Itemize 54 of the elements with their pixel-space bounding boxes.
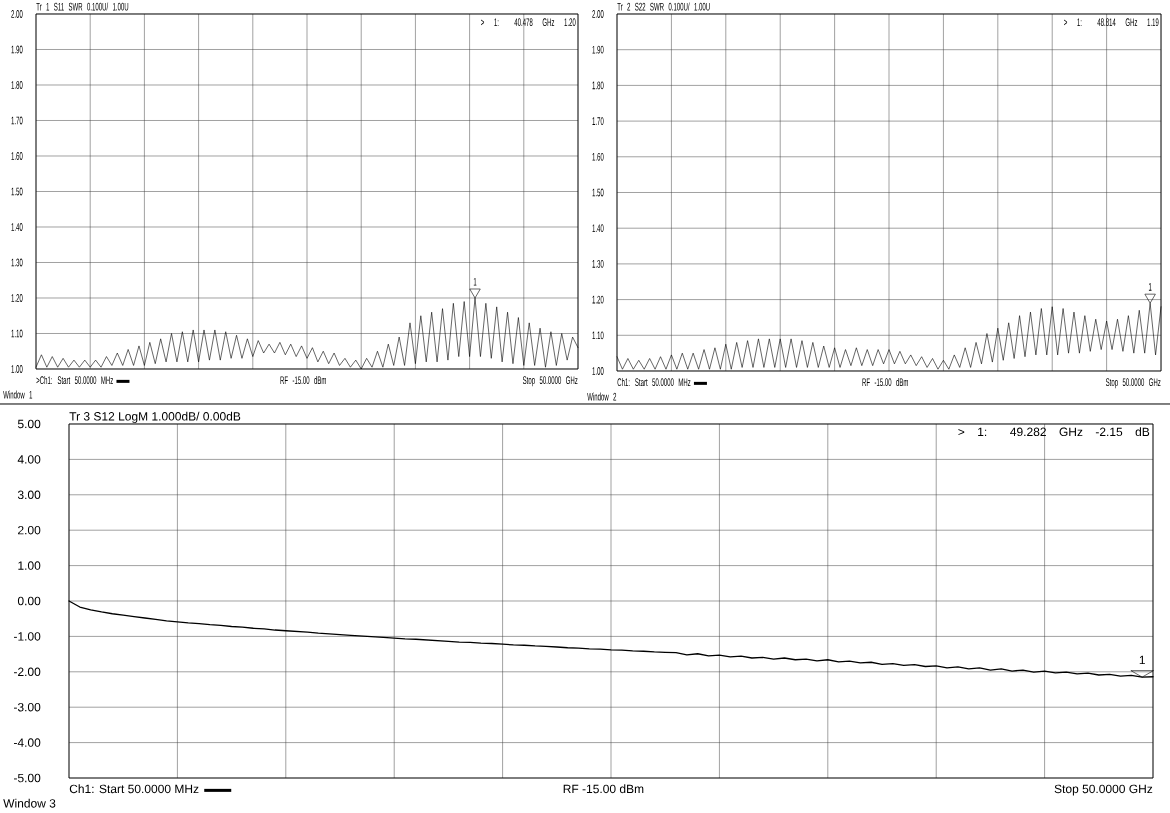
y-tick-label: 1.70 [592, 117, 604, 125]
y-tick-label: 1.70 [11, 116, 23, 125]
y-tick-label: 1.10 [11, 329, 23, 338]
y-tick-label: 1.40 [11, 223, 23, 231]
y-tick-label: -5.00 [13, 773, 41, 783]
y-tick-label: -1.00 [13, 632, 41, 641]
y-tick-label: 1.80 [592, 81, 604, 90]
y-tick-label: 1.50 [11, 187, 23, 196]
y-tick-label: 1.90 [11, 45, 23, 54]
y-tick-label: 1.80 [11, 81, 23, 89]
y-tick-label: 2.00 [11, 10, 23, 18]
y-tick-label: 1.00 [11, 365, 23, 373]
y-tick-label: 1.30 [592, 259, 604, 268]
annotation: > 1: 40.478 GHz 1.20 [481, 18, 576, 27]
y-tick-label: 1.50 [592, 188, 604, 197]
y-tick-label: 1.90 [592, 45, 604, 54]
text: >Ch1: Start 50.0000 MHz [36, 376, 113, 385]
y-tick-label: 1.20 [11, 294, 23, 302]
text: RF -15.00 dBm [862, 378, 908, 387]
y-tick-label: 3.00 [17, 490, 41, 500]
y-tick-label: 1.40 [592, 224, 604, 233]
annotation: > 1: 49.282 GHz -2.15 dB [958, 427, 1150, 437]
y-tick-label: -3.00 [13, 702, 41, 712]
annotation: 1 [1139, 655, 1145, 665]
y-tick-label: 1.20 [592, 295, 604, 304]
y-tick-label: 1.10 [592, 331, 604, 340]
y-tick-label: 2.00 [592, 10, 604, 18]
y-tick-label: 1.60 [11, 152, 23, 160]
text: Window 3 [3, 798, 56, 808]
annotation: 1 [1148, 283, 1152, 291]
text: Stop 50.0000 GHz [522, 376, 578, 387]
y-tick-label: 5.00 [17, 419, 41, 429]
text: RF -15.00 dBm [563, 784, 644, 794]
text: Window 2 [587, 392, 617, 401]
y-tick-label: 0.00 [17, 596, 41, 606]
annotation: 1 [473, 277, 477, 286]
y-tick-label: 4.00 [17, 455, 41, 464]
text: Window 1 [3, 390, 33, 399]
chart-title: Tr 3 S12 LogM 1.000dB/ 0.00dB [69, 411, 241, 423]
text: Ch1: Start 50.0000 MHz [69, 784, 199, 794]
text: Ch1: Start 50.0000 MHz [617, 378, 691, 387]
y-tick-label: 1.00 [592, 367, 604, 375]
text: Stop 50.0000 GHz [1105, 378, 1161, 389]
chart-title: Tr 1 S11 SWR 0.100U/ 1.00U [36, 2, 129, 11]
y-tick-label: 1.00 [18, 561, 41, 570]
y-tick-label: -2.00 [13, 667, 41, 677]
y-tick-label: -4.00 [13, 738, 41, 747]
chart-title: Tr 2 S22 SWR 0.100U/ 1.00U [617, 2, 710, 11]
text: Stop 50.0000 GHz [1054, 784, 1153, 796]
y-tick-label: 1.60 [592, 152, 604, 161]
text: RF -15.00 dBm [280, 376, 326, 385]
y-tick-label: 2.00 [18, 525, 41, 535]
y-tick-label: 1.30 [11, 258, 23, 267]
annotation: > 1: 48.814 GHz 1.19 [1064, 18, 1159, 27]
